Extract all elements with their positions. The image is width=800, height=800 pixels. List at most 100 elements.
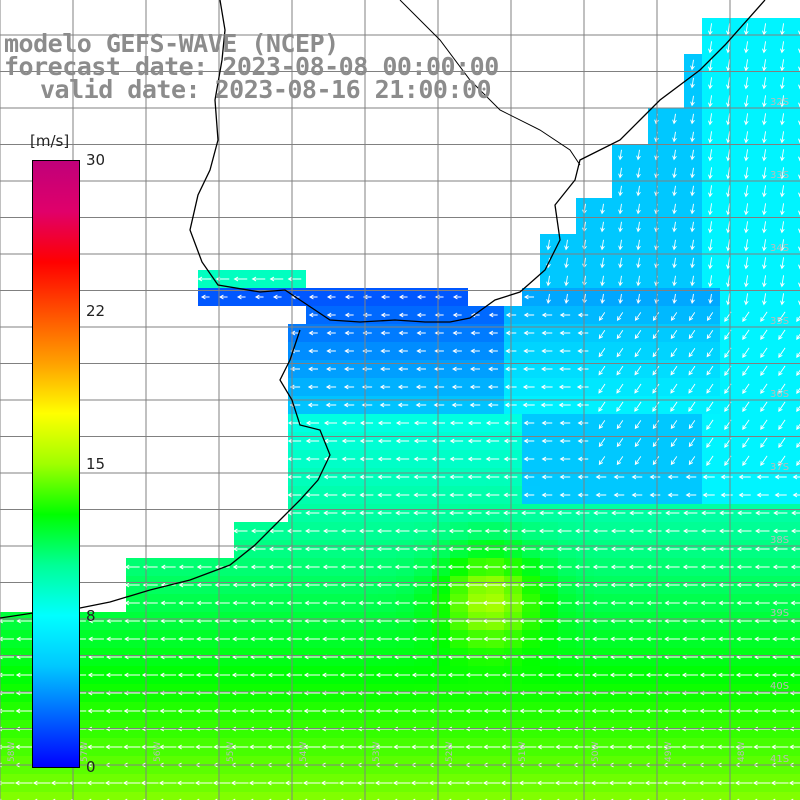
wind-arrow [159, 672, 177, 678]
wind-arrow [272, 294, 282, 300]
wind-arrow [415, 402, 427, 408]
wind-arrow [682, 636, 698, 642]
wind-arrow [344, 366, 354, 372]
wind-arrow [523, 474, 535, 480]
wind-arrow [467, 420, 482, 426]
wind-arrow [541, 438, 553, 444]
wind-arrow [736, 546, 752, 552]
latitude-labels: 32S 33S 34S 35S 36S 37S 38S 39S 40S 41S [770, 97, 789, 765]
wind-arrow [267, 672, 285, 678]
wind-arrow [141, 672, 159, 678]
wind-arrow [250, 546, 266, 552]
wind-arrow [690, 239, 695, 251]
latitude-label: 37S [770, 462, 789, 473]
wind-arrow [760, 311, 768, 322]
wind-cell [612, 792, 630, 800]
wind-arrow [598, 456, 606, 466]
wind-arrow [690, 131, 695, 143]
wind-arrow [700, 564, 716, 570]
wind-cell [180, 792, 198, 800]
title-valid-date: valid date: 2023-08-16 21:00:00 [40, 75, 492, 104]
wind-arrow [682, 600, 698, 606]
wind-cell [144, 792, 162, 800]
wind-arrow [647, 510, 662, 516]
wind-arrow [772, 600, 788, 606]
wind-arrow [688, 330, 696, 340]
wind-arrow [464, 600, 483, 606]
wind-arrow [231, 744, 249, 750]
wind-arrow [706, 383, 714, 394]
wind-arrow [609, 744, 627, 750]
wind-arrow [726, 59, 731, 72]
wind-arrow [269, 528, 284, 534]
wind-arrow [466, 546, 482, 552]
wind-arrow [708, 185, 713, 198]
wind-arrow [485, 438, 500, 444]
wind-arrow [628, 618, 644, 624]
latitude-label: 32S [770, 97, 789, 108]
wind-arrow [726, 149, 731, 162]
wind-arrow [287, 528, 302, 534]
wind-arrow [376, 636, 392, 642]
wind-arrow [708, 221, 713, 234]
wind-arrow [778, 383, 786, 394]
wind-arrow [664, 618, 680, 624]
wind-arrow [598, 365, 606, 376]
wind-arrow [286, 564, 302, 570]
wind-arrow [434, 366, 444, 372]
wind-arrow [470, 312, 480, 318]
colorbar-tick: 0 [86, 758, 96, 776]
wind-arrow [465, 564, 483, 570]
wind-cell [738, 792, 756, 800]
wind-arrow [519, 672, 537, 678]
wind-arrow [196, 618, 212, 624]
wind-arrow [339, 708, 357, 714]
wind-arrow [176, 780, 195, 786]
coastline-line [189, 0, 766, 323]
wind-arrow [520, 528, 536, 534]
wind-arrow [447, 600, 465, 606]
wind-arrow [780, 185, 785, 198]
wind-arrow [646, 564, 662, 570]
wind-arrow [304, 582, 320, 588]
wind-arrow [286, 546, 302, 552]
wind-arrow [609, 708, 627, 714]
wind-arrow [451, 384, 463, 390]
wind-arrow [735, 744, 753, 750]
wind-arrow [323, 510, 338, 516]
wind-arrow [323, 528, 338, 534]
wind-arrow [124, 618, 140, 624]
wind-arrow [376, 618, 392, 624]
wind-arrow [541, 474, 553, 480]
wind-arrow [415, 384, 427, 390]
wind-arrow [236, 294, 246, 300]
wind-arrow [663, 708, 681, 714]
wind-arrow [488, 348, 498, 354]
wind-arrow [736, 582, 752, 588]
wind-arrow [670, 401, 678, 412]
wind-arrow [737, 528, 752, 534]
wind-arrow [726, 95, 731, 108]
wind-arrow [688, 401, 696, 412]
wind-arrow [672, 185, 677, 197]
wind-arrow [726, 221, 731, 234]
wind-cell [756, 792, 774, 800]
wind-arrow [558, 402, 571, 408]
wind-arrow [374, 780, 393, 786]
wind-arrow [771, 672, 789, 678]
wind-arrow [738, 474, 751, 480]
latitude-label: 34S [770, 243, 789, 254]
wind-arrow [690, 77, 695, 89]
wind-arrow [177, 672, 195, 678]
wind-arrow [762, 113, 767, 126]
wind-arrow [726, 293, 731, 306]
wind-arrow [285, 672, 303, 678]
wind-cell [792, 288, 800, 306]
wind-arrow [340, 600, 356, 606]
wind-arrow [447, 636, 465, 642]
wind-arrow [618, 275, 623, 287]
wind-arrow [790, 546, 800, 552]
wind-arrow [636, 257, 641, 269]
wind-arrow [616, 347, 624, 358]
wind-arrow [467, 492, 482, 498]
